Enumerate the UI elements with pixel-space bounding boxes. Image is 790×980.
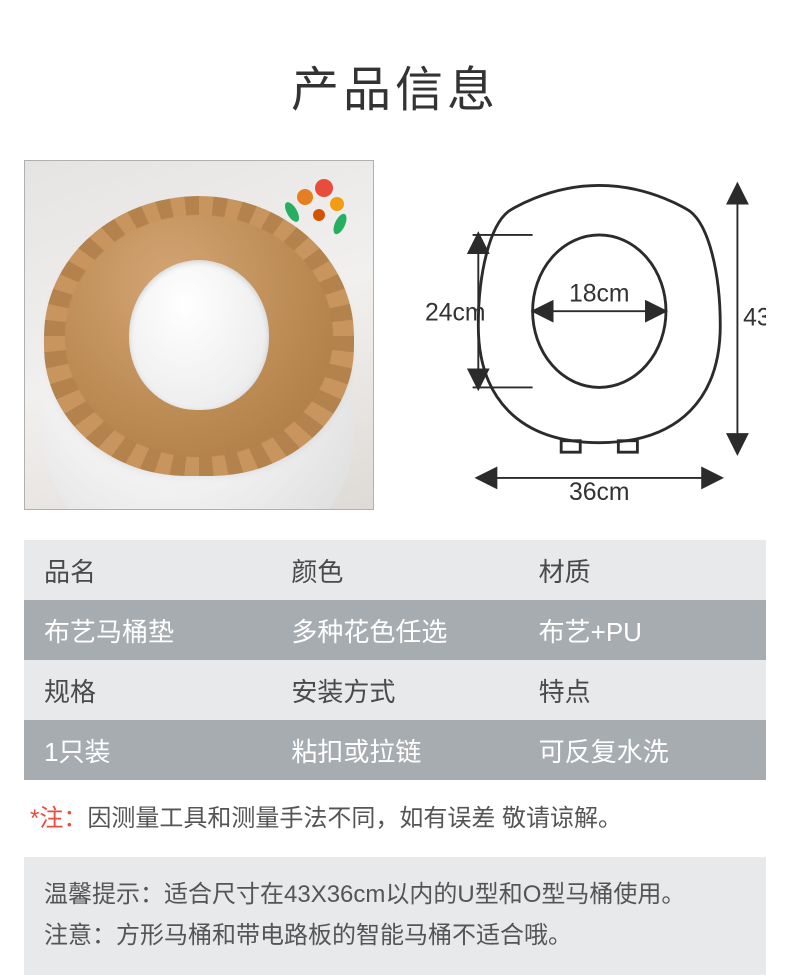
note-text: 因测量工具和测量手法不同，如有误差 敬请谅解。 [87,805,622,832]
note-star: * [30,805,39,832]
spec-value: 粘扣或拉链 [271,720,518,780]
product-photo [24,160,374,510]
table-row: 布艺马桶垫 多种花色任选 布艺+PU [24,600,766,660]
spec-header: 特点 [519,660,766,720]
tip-line-1: 温馨提示：适合尺寸在43X36cm以内的U型和O型马桶使用。 [44,875,746,916]
decor-flowers [275,169,365,239]
seat-hole [129,260,269,410]
spec-header: 颜色 [271,540,518,600]
dim-outer-width: 36cm [569,479,630,506]
page-title: 产品信息 [0,0,790,160]
table-row: 规格 安装方式 特点 [24,660,766,720]
spec-header: 品名 [24,540,271,600]
measurement-note: *注：因测量工具和测量手法不同，如有误差 敬请谅解。 [0,780,790,847]
table-row: 品名 颜色 材质 [24,540,766,600]
spec-value: 多种花色任选 [271,600,518,660]
table-row: 1只装 粘扣或拉链 可反复水洗 [24,720,766,780]
dim-inner-width: 18cm [569,281,630,308]
spec-value: 可反复水洗 [519,720,766,780]
top-section: 18cm 24cm 43cm 36cm [0,160,790,510]
tip-line-2: 注意：方形马桶和带电路板的智能马桶不适合哦。 [44,916,746,957]
spec-value: 布艺马桶垫 [24,600,271,660]
tip-box: 温馨提示：适合尺寸在43X36cm以内的U型和O型马桶使用。 注意：方形马桶和带… [24,857,766,975]
dimension-diagram: 18cm 24cm 43cm 36cm [404,160,766,510]
dim-inner-height: 24cm [425,300,486,327]
spec-table: 品名 颜色 材质 布艺马桶垫 多种花色任选 布艺+PU 规格 安装方式 特点 1… [24,540,766,780]
spec-header: 规格 [24,660,271,720]
note-prefix: 注： [39,805,87,832]
dim-outer-height: 43cm [743,304,766,331]
spec-header: 安装方式 [271,660,518,720]
seat-cover-illustration [54,206,344,466]
spec-header: 材质 [519,540,766,600]
spec-value: 布艺+PU [519,600,766,660]
spec-value: 1只装 [24,720,271,780]
